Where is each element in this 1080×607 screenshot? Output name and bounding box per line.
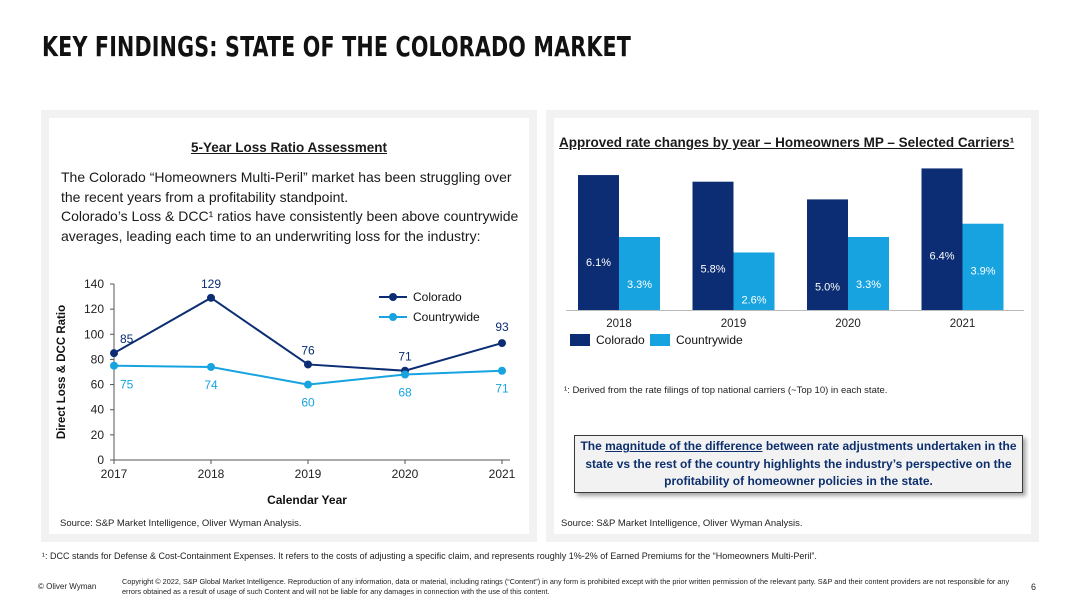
point-colorado	[207, 293, 215, 302]
bar-countrywide-2018	[619, 237, 660, 310]
data-label-countrywide: 75	[120, 378, 134, 392]
bar-countrywide-2021	[962, 223, 1004, 310]
data-label-colorado: 85	[120, 332, 134, 346]
page-number: 6	[1031, 582, 1037, 592]
legend-marker-countrywide	[389, 313, 397, 321]
x-tick-label: 2018	[198, 467, 225, 481]
loss-ratio-panel-inner: 5-Year Loss Ratio Assessment The Colorad…	[49, 118, 529, 534]
y-tick-label: 80	[91, 352, 105, 366]
bar-label-colorado: 5.0%	[815, 281, 840, 293]
bar-label-colorado: 5.8%	[700, 264, 725, 276]
bar-countrywide-2019	[733, 252, 775, 310]
legend-marker-colorado	[389, 293, 397, 301]
y-tick-label: 140	[84, 277, 104, 291]
bar-colorado-2019	[692, 181, 734, 310]
rate-changes-source: Source: S&P Market Intelligence, Oliver …	[561, 518, 803, 529]
loss-ratio-source: Source: S&P Market Intelligence, Oliver …	[60, 518, 302, 529]
data-label-countrywide: 68	[398, 386, 412, 400]
bar-colorado-2018	[578, 175, 619, 310]
point-colorado	[110, 349, 118, 358]
bar-label-countrywide: 2.6%	[741, 294, 766, 306]
y-axis-title: Direct Loss & DCC Ratio	[56, 305, 68, 439]
data-label-countrywide: 60	[301, 396, 315, 410]
legend-swatch-colorado	[570, 334, 590, 346]
rate-changes-bar-chart: 6.1% 3.3% 2018 5.8% 2.6% 2019 5.0% 3.3% 2020 6.4%…	[566, 168, 1024, 347]
point-countrywide	[401, 370, 409, 379]
point-countrywide	[207, 362, 215, 371]
y-tick-label: 100	[84, 327, 104, 341]
brand-label: © Oliver Wyman	[38, 582, 97, 591]
rate-changes-footnote: ¹: Derived from the rate filings of top …	[564, 385, 888, 396]
bar-label-countrywide: 3.3%	[627, 279, 652, 291]
y-tick-label: 40	[91, 403, 105, 417]
callout-text-pre: The	[580, 439, 606, 453]
x-tick-label: 2019	[295, 467, 322, 481]
y-tick-label: 20	[91, 428, 105, 442]
legend-label-countrywide: Countrywide	[676, 333, 743, 347]
legend-label-countrywide: Countrywide	[413, 310, 480, 324]
page-title: KEY FINDINGS: STATE OF THE COLORADO MARK…	[42, 30, 632, 63]
y-tick-label: 120	[84, 302, 104, 316]
category-label: 2021	[950, 318, 976, 330]
point-countrywide	[498, 366, 506, 375]
bar-countrywide-2020	[848, 237, 889, 310]
data-label-colorado: 129	[201, 277, 221, 291]
bar-label-colorado: 6.1%	[586, 257, 611, 269]
copyright-notice: Copyright © 2022, S&P Global Market Inte…	[122, 577, 1010, 596]
legend-swatch-countrywide	[650, 334, 670, 346]
legend-label-colorado: Colorado	[413, 290, 462, 304]
data-label-colorado: 71	[398, 350, 412, 364]
x-tick-label: 2020	[392, 467, 419, 481]
loss-ratio-line-chart: 0 20 40 60 80 100 120 140 2017 2018 2019 2020 2021 Ca…	[56, 277, 516, 507]
rate-changes-title: Approved rate changes by year – Homeowne…	[559, 135, 1015, 150]
bar-colorado-2021	[921, 168, 963, 310]
x-tick-label: 2017	[101, 467, 128, 481]
data-label-countrywide: 74	[204, 378, 218, 392]
page-footnote: ¹: DCC stands for Defense & Cost-Contain…	[42, 551, 817, 561]
point-countrywide	[110, 361, 118, 370]
rate-changes-panel: Approved rate changes by year – Homeowne…	[546, 110, 1039, 542]
point-colorado	[304, 360, 312, 369]
callout-text-underlined: magnitude of the difference	[605, 439, 763, 453]
x-axis-title: Calendar Year	[267, 493, 347, 507]
x-tick-label: 2021	[489, 467, 516, 481]
point-colorado	[498, 339, 506, 348]
loss-ratio-title: 5-Year Loss Ratio Assessment	[190, 140, 388, 155]
description-line-2: Colorado’s Loss & DCC¹ ratios have consi…	[61, 208, 519, 244]
rate-changes-panel-inner: Approved rate changes by year – Homeowne…	[554, 118, 1031, 534]
key-insight-callout: The magnitude of the difference between …	[574, 435, 1023, 493]
y-tick-label: 0	[97, 453, 104, 467]
loss-ratio-panel: 5-Year Loss Ratio Assessment The Colorad…	[41, 110, 537, 542]
bar-label-colorado: 6.4%	[929, 250, 954, 262]
category-label: 2019	[721, 318, 747, 330]
category-label: 2018	[606, 318, 632, 330]
legend-label-colorado: Colorado	[596, 333, 645, 347]
line-colorado	[113, 296, 503, 372]
data-label-colorado: 93	[495, 320, 509, 334]
bar-label-countrywide: 3.3%	[856, 279, 881, 291]
category-label: 2020	[835, 318, 861, 330]
callout-text-post: between rate adjustments undertaken in t…	[585, 439, 1017, 488]
data-label-colorado: 76	[301, 343, 315, 357]
description-line-1: The Colorado “Homeowners Multi-Peril” ma…	[61, 169, 512, 205]
bar-colorado-2020	[807, 199, 848, 310]
y-tick-label: 60	[91, 378, 105, 392]
loss-ratio-description: The Colorado “Homeowners Multi-Peril” ma…	[61, 168, 531, 246]
data-label-countrywide: 71	[495, 382, 509, 396]
point-countrywide	[304, 380, 312, 389]
bar-label-countrywide: 3.9%	[970, 266, 995, 278]
